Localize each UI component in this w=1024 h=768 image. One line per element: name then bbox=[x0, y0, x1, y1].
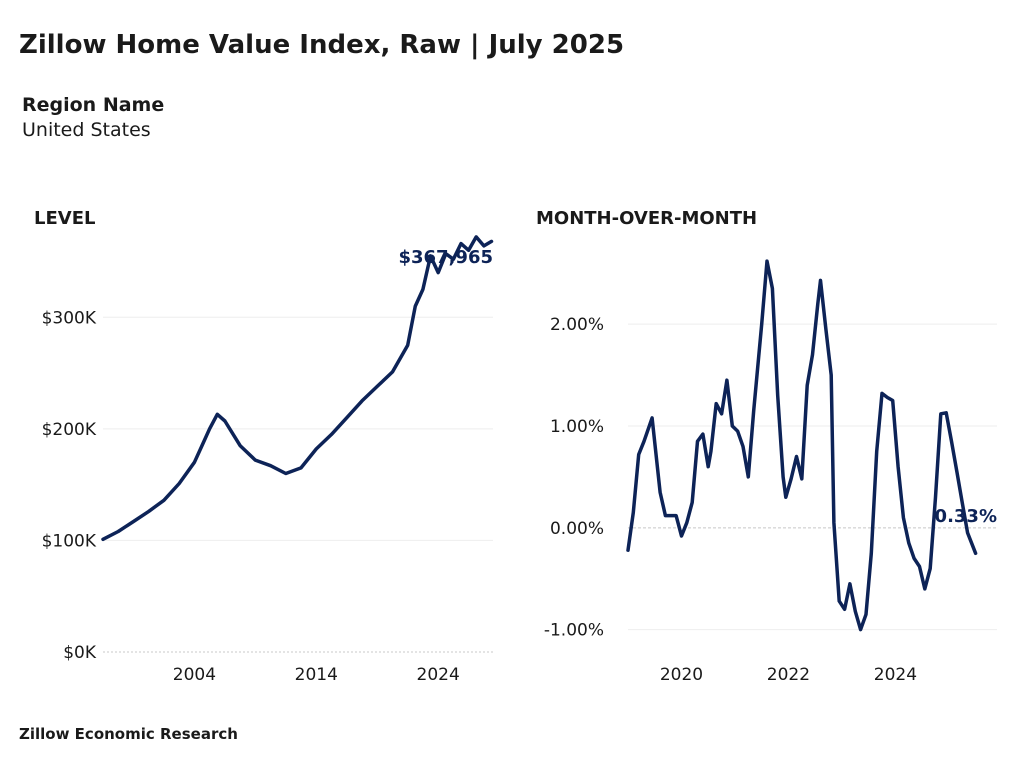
y-tick-label: 1.00% bbox=[550, 417, 604, 437]
y-tick-label: -1.00% bbox=[544, 621, 604, 641]
series-line bbox=[101, 235, 494, 542]
end-value-label: $367,965 bbox=[398, 247, 493, 268]
region-label: Region Name bbox=[22, 94, 165, 116]
y-tick-label: $0K bbox=[63, 643, 97, 663]
end-value-label: 0.33% bbox=[935, 506, 997, 527]
y-tick-label: $300K bbox=[42, 308, 97, 328]
region-value: United States bbox=[22, 119, 151, 141]
y-tick-label: $100K bbox=[42, 531, 97, 551]
x-tick-label: 2024 bbox=[417, 665, 460, 685]
x-tick-label: 2014 bbox=[295, 665, 338, 685]
panel-title: LEVEL bbox=[34, 208, 95, 229]
page-title: Zillow Home Value Index, Raw | July 2025 bbox=[19, 30, 625, 60]
footer-credit: Zillow Economic Research bbox=[19, 725, 238, 743]
y-tick-label: 0.00% bbox=[550, 519, 604, 539]
series-line bbox=[626, 259, 978, 632]
y-tick-label: $200K bbox=[42, 420, 97, 440]
x-tick-label: 2020 bbox=[660, 665, 703, 685]
panel-title: MONTH-OVER-MONTH bbox=[536, 208, 757, 229]
level-chart: LEVEL $0K $100K $200K $300K 2004 2014 2024 $367,… bbox=[34, 208, 494, 685]
y-tick-label: 2.00% bbox=[550, 315, 604, 335]
x-tick-label: 2004 bbox=[173, 665, 216, 685]
x-tick-label: 2024 bbox=[874, 665, 917, 685]
mom-chart: MONTH-OVER-MONTH -1.00% 0.00% 1.00% 2.00% 202… bbox=[536, 208, 997, 685]
x-tick-label: 2022 bbox=[767, 665, 810, 685]
